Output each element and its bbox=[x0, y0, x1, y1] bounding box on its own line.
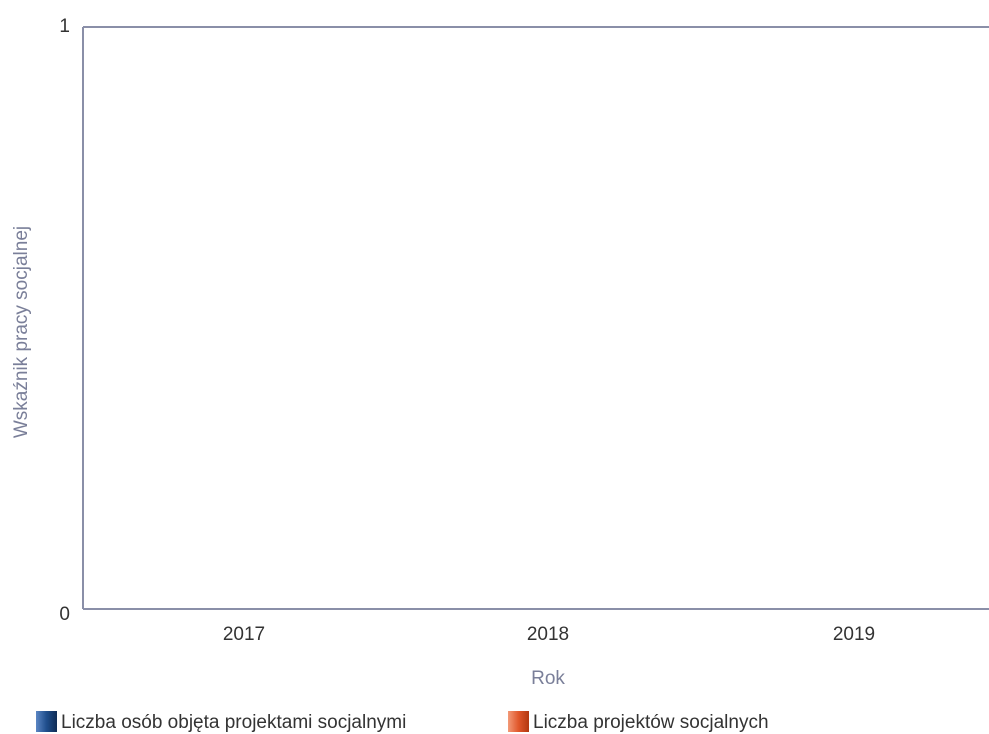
y-axis-title: Wskaźnik pracy socjalnej bbox=[11, 226, 32, 438]
x-tick-label-2018: 2018 bbox=[527, 624, 569, 645]
legend: Liczba osób objęta projektami socjalnymi… bbox=[36, 711, 769, 733]
x-axis-title: Rok bbox=[531, 668, 565, 689]
legend-swatch-series-0 bbox=[36, 711, 57, 732]
legend-item-series-1[interactable]: Liczba projektów socjalnych bbox=[508, 711, 769, 733]
legend-item-series-0[interactable]: Liczba osób objęta projektami socjalnymi bbox=[36, 711, 406, 733]
legend-swatch-series-1 bbox=[508, 711, 529, 732]
y-tick-label-max: 1 bbox=[59, 16, 70, 37]
legend-label-series-1: Liczba projektów socjalnych bbox=[533, 712, 769, 733]
x-tick-label-2019: 2019 bbox=[833, 624, 875, 645]
y-tick-label-min: 0 bbox=[59, 604, 70, 625]
x-tick-label-2017: 2017 bbox=[223, 624, 265, 645]
legend-label-series-0: Liczba osób objęta projektami socjalnymi bbox=[61, 712, 406, 733]
